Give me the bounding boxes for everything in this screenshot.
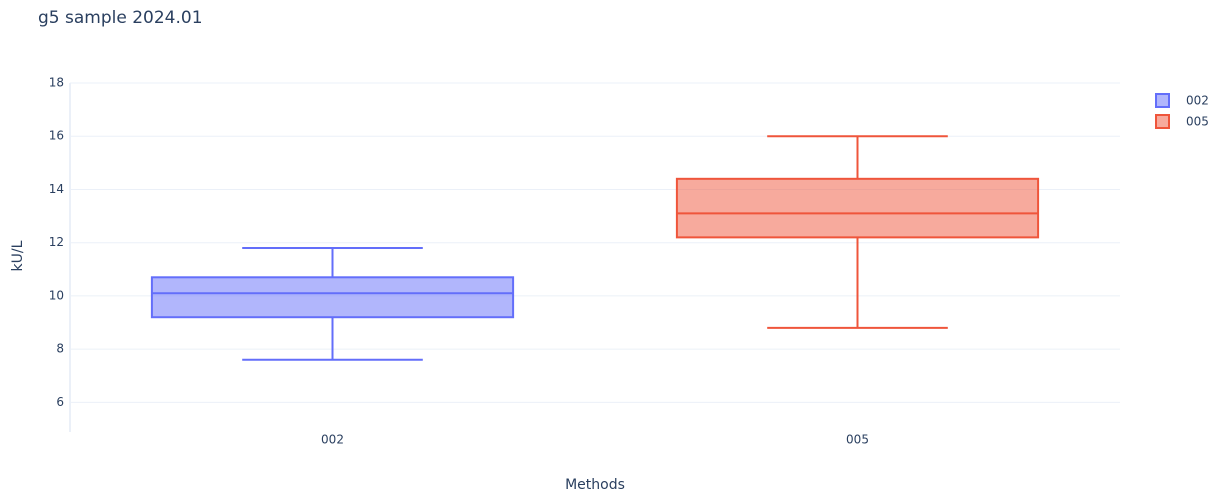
x-tick-label: 005: [846, 433, 869, 447]
y-tick-label: 16: [49, 129, 64, 143]
y-tick-label: 18: [49, 76, 64, 90]
legend-swatch: [1155, 114, 1170, 129]
chart-title: g5 sample 2024.01: [38, 8, 203, 28]
y-tick-label: 14: [49, 182, 64, 196]
y-tick-label: 10: [49, 288, 64, 302]
y-axis-label: kU/L: [10, 240, 26, 271]
legend-label: 005: [1186, 115, 1209, 129]
x-tick-label: 002: [321, 433, 344, 447]
legend-label: 002: [1186, 94, 1209, 108]
box: [150, 276, 515, 319]
y-tick-label: 12: [49, 235, 64, 249]
y-tick-label: 6: [56, 395, 64, 409]
legend-swatch: [1155, 93, 1170, 108]
box: [675, 177, 1040, 239]
y-tick-label: 8: [56, 342, 64, 356]
x-axis-label: Methods: [565, 477, 625, 493]
